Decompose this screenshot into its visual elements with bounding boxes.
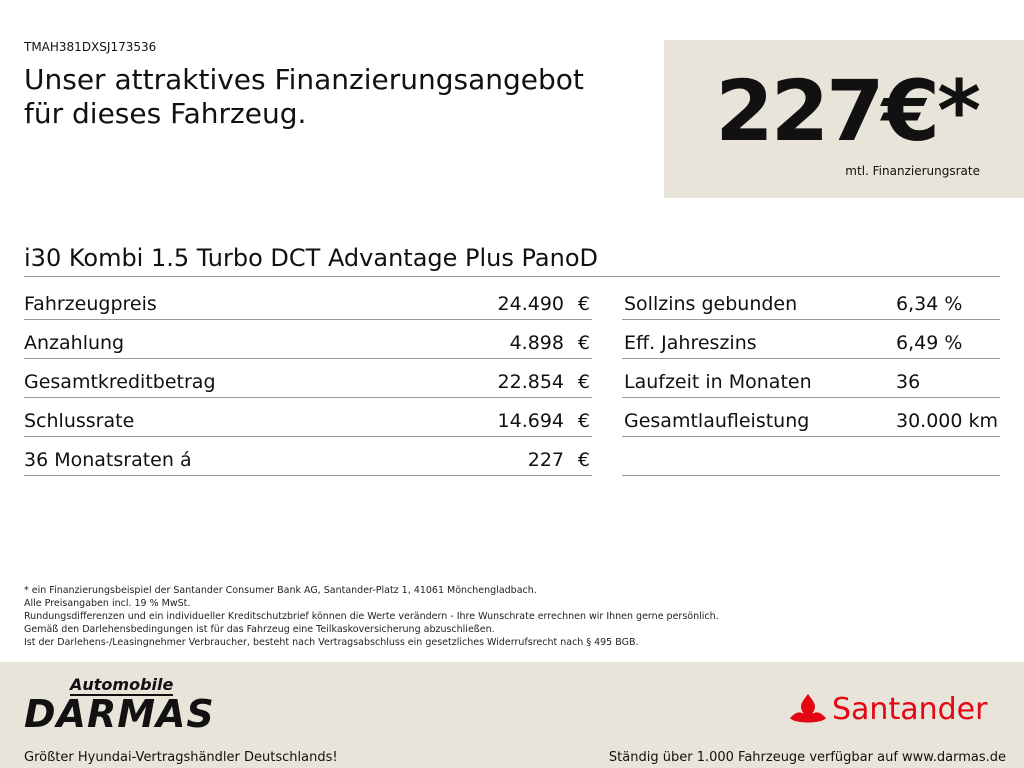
- table-row: Laufzeit in Monaten 36: [622, 358, 1000, 398]
- row-value: 6,49 %: [896, 332, 963, 354]
- row-value: 14.694: [497, 410, 564, 432]
- row-value: 4.898: [509, 332, 564, 354]
- row-label: Schlussrate: [24, 410, 135, 432]
- table-row: Gesamtlaufleistung 30.000 km: [622, 397, 1000, 437]
- bank-name: Santander: [832, 692, 988, 727]
- row-unit: €: [577, 410, 590, 432]
- headline: Unser attraktives Finanzierungsangebot f…: [24, 63, 584, 131]
- row-value: 227: [527, 449, 564, 471]
- footnote: Alle Preisangaben incl. 19 % MwSt.: [24, 598, 191, 609]
- row-label: Anzahlung: [24, 332, 125, 354]
- row-unit: €: [577, 371, 590, 393]
- table-row: Fahrzeugpreis 24.490 €: [24, 280, 592, 320]
- model: i30 Kombi 1.5 Turbo DCT Advantage Plus P…: [24, 244, 1000, 277]
- row-unit: €: [577, 293, 590, 315]
- row-label: Gesamtkreditbetrag: [24, 371, 216, 393]
- price-caption: mtl. Finanzierungsrate: [845, 164, 980, 178]
- footnotes: * ein Finanzierungsbeispiel der Santande…: [24, 584, 719, 649]
- row-value: 22.854: [497, 371, 564, 393]
- row-label: Eff. Jahreszins: [624, 332, 757, 354]
- table-row: Eff. Jahreszins 6,49 %: [622, 319, 1000, 359]
- table-row: 36 Monatsraten á 227 €: [24, 436, 592, 476]
- footnote: Gemäß den Darlehensbedingungen ist für d…: [24, 624, 495, 635]
- headline-line: für dieses Fahrzeug.: [24, 97, 307, 130]
- row-unit: €: [577, 332, 590, 354]
- stock-note: Ständig über 1.000 Fahrzeuge verfügbar a…: [608, 750, 1006, 765]
- table-row: Schlussrate 14.694 €: [24, 397, 592, 437]
- row-label: 36 Monatsraten á: [24, 449, 192, 471]
- row-label: Laufzeit in Monaten: [624, 371, 812, 393]
- row-value: 6,34 %: [896, 293, 963, 315]
- table-row: Anzahlung 4.898 €: [24, 319, 592, 359]
- table-row: Sollzins gebunden 6,34 %: [622, 280, 1000, 320]
- row-label: Gesamtlaufleistung: [624, 410, 810, 432]
- footnote: Ist der Darlehens-/Leasingnehmer Verbrau…: [24, 637, 639, 648]
- footer: Automobile DARMAS Größter Hyundai-Vertra…: [0, 662, 1024, 768]
- price-box: 227€* mtl. Finanzierungsrate: [664, 40, 1024, 198]
- tagline: Größter Hyundai-Vertragshändler Deutschl…: [24, 750, 338, 765]
- footnote: * ein Finanzierungsbeispiel der Santande…: [24, 585, 537, 596]
- row-value: 36: [896, 371, 921, 393]
- row-label: Fahrzeugpreis: [24, 293, 157, 315]
- table-rule: [622, 436, 1000, 476]
- vin: TMAH381DXSJ173536: [24, 40, 157, 54]
- footnote: Rundungsdifferenzen und ein individuelle…: [24, 611, 719, 622]
- row-label: Sollzins gebunden: [624, 293, 798, 315]
- row-value: 24.490: [497, 293, 564, 315]
- dealer-small: Automobile: [70, 675, 174, 696]
- bank-logo: [790, 694, 826, 723]
- row-unit: €: [577, 449, 590, 471]
- row-value: 30.000 km: [896, 410, 999, 432]
- dealer-name: DARMAS: [24, 692, 215, 736]
- price: 227€*: [715, 62, 981, 160]
- headline-line: Unser attraktives Finanzierungsangebot: [24, 63, 584, 96]
- table-row: Gesamtkreditbetrag 22.854 €: [24, 358, 592, 398]
